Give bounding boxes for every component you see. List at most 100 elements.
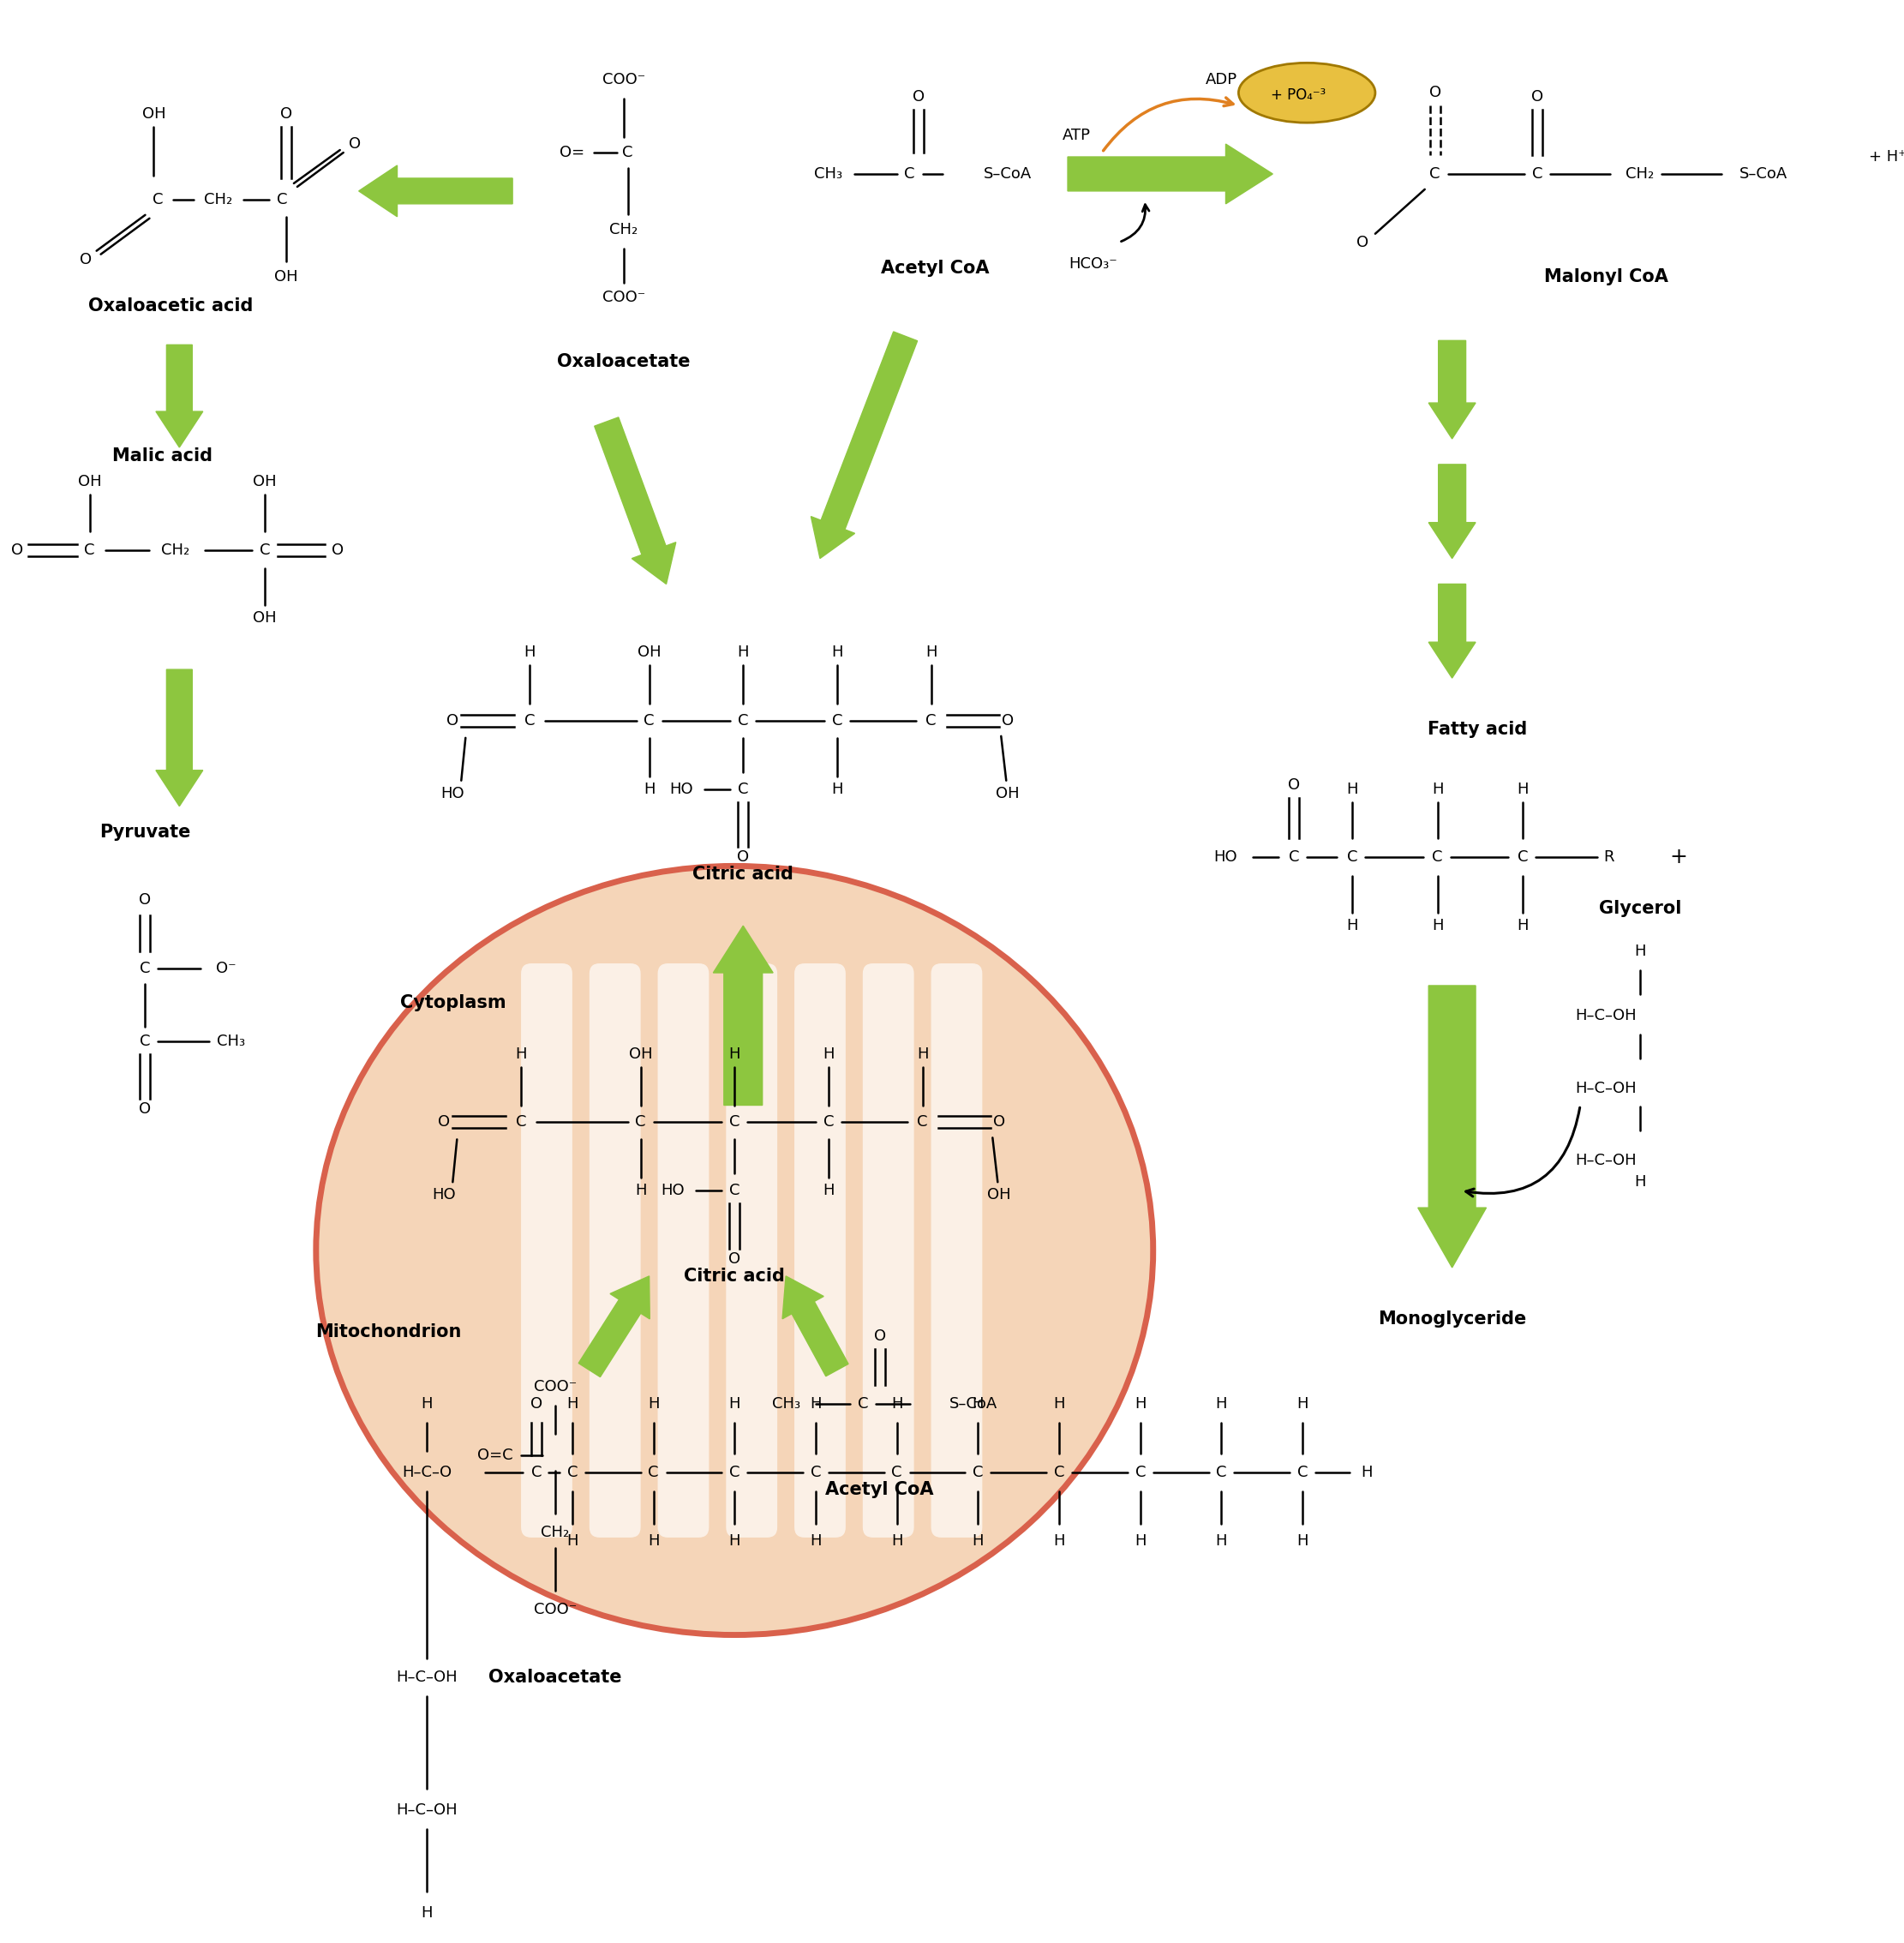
- FancyBboxPatch shape: [794, 964, 845, 1537]
- Text: O: O: [139, 1102, 150, 1117]
- Text: C: C: [531, 1465, 543, 1481]
- Text: C: C: [152, 192, 164, 208]
- Text: C: C: [737, 713, 748, 729]
- Text: O: O: [1002, 713, 1015, 729]
- Text: CH₂: CH₂: [541, 1525, 569, 1541]
- Text: Oxaloacetic acid: Oxaloacetic acid: [88, 297, 253, 315]
- Text: HO: HO: [1215, 849, 1238, 865]
- Text: Oxaloacetate: Oxaloacetate: [489, 1669, 623, 1687]
- Text: COO⁻: COO⁻: [602, 72, 645, 87]
- Text: H: H: [1432, 919, 1443, 933]
- Text: C: C: [567, 1465, 577, 1481]
- Text: C: C: [1517, 849, 1529, 865]
- Text: H: H: [891, 1533, 902, 1549]
- Text: H: H: [823, 1183, 834, 1199]
- Text: Cytoplasm: Cytoplasm: [400, 995, 506, 1010]
- FancyArrow shape: [1428, 340, 1476, 439]
- Text: H: H: [567, 1397, 579, 1413]
- Text: O: O: [11, 542, 23, 558]
- Text: H: H: [1517, 919, 1529, 933]
- Text: O: O: [1531, 89, 1544, 105]
- Text: C: C: [973, 1465, 982, 1481]
- FancyArrow shape: [714, 925, 773, 1106]
- Text: H: H: [524, 645, 535, 661]
- FancyArrow shape: [811, 332, 918, 558]
- Text: H: H: [567, 1533, 579, 1549]
- Text: C: C: [1432, 849, 1443, 865]
- Text: C: C: [832, 713, 842, 729]
- Text: Malic acid: Malic acid: [112, 447, 213, 464]
- Text: C: C: [904, 167, 916, 181]
- Text: C: C: [737, 781, 748, 797]
- Text: C: C: [823, 1115, 834, 1131]
- FancyArrowPatch shape: [1121, 204, 1150, 241]
- Text: H: H: [1517, 781, 1529, 797]
- Text: + PO₄⁻³: + PO₄⁻³: [1270, 87, 1325, 103]
- Text: C: C: [1289, 849, 1299, 865]
- FancyArrowPatch shape: [1466, 1108, 1580, 1197]
- Text: CH₂: CH₂: [1626, 167, 1655, 181]
- Text: H: H: [1053, 1397, 1064, 1413]
- Text: CH₂: CH₂: [204, 192, 232, 208]
- FancyArrow shape: [783, 1277, 849, 1376]
- Text: COO⁻: COO⁻: [602, 290, 645, 305]
- Text: ADP: ADP: [1205, 72, 1238, 87]
- Text: C: C: [644, 713, 655, 729]
- Text: HO: HO: [442, 785, 465, 801]
- Text: H: H: [1346, 919, 1358, 933]
- Text: O: O: [280, 107, 291, 122]
- Text: ATP: ATP: [1062, 128, 1091, 144]
- Text: O: O: [348, 136, 360, 152]
- Text: R: R: [1603, 849, 1615, 865]
- Text: C: C: [729, 1115, 741, 1131]
- FancyArrow shape: [1418, 985, 1487, 1267]
- Text: C: C: [1135, 1465, 1146, 1481]
- Text: Oxaloacetate: Oxaloacetate: [558, 354, 689, 371]
- Text: +: +: [1670, 847, 1687, 869]
- Text: H: H: [1361, 1465, 1373, 1481]
- Text: O: O: [139, 892, 150, 907]
- Text: HCO₃⁻: HCO₃⁻: [1068, 256, 1118, 272]
- Text: Fatty acid: Fatty acid: [1428, 721, 1527, 738]
- Text: H: H: [1297, 1533, 1308, 1549]
- Text: H: H: [1432, 781, 1443, 797]
- Text: H: H: [737, 645, 748, 661]
- Text: H: H: [1053, 1533, 1064, 1549]
- Text: C: C: [1430, 167, 1441, 181]
- Text: H: H: [973, 1397, 984, 1413]
- Text: H: H: [916, 1045, 929, 1061]
- Ellipse shape: [1240, 62, 1375, 122]
- Text: O: O: [729, 1251, 741, 1267]
- Text: CH₃: CH₃: [771, 1397, 800, 1413]
- Text: Glycerol: Glycerol: [1599, 900, 1681, 917]
- FancyBboxPatch shape: [725, 964, 777, 1537]
- Text: C: C: [139, 1034, 150, 1049]
- Text: C: C: [276, 192, 288, 208]
- Text: OH: OH: [996, 785, 1021, 801]
- Text: O: O: [1430, 85, 1441, 101]
- Text: O: O: [1287, 777, 1300, 793]
- Text: O=C: O=C: [478, 1448, 514, 1463]
- Text: OH: OH: [988, 1187, 1011, 1203]
- Text: Monoglyceride: Monoglyceride: [1378, 1310, 1527, 1327]
- Text: H: H: [832, 645, 843, 661]
- FancyArrow shape: [1068, 144, 1272, 204]
- Text: C: C: [857, 1397, 868, 1413]
- Text: C: C: [918, 1115, 927, 1131]
- Text: Citric acid: Citric acid: [693, 867, 794, 884]
- Text: O⁻: O⁻: [217, 960, 236, 975]
- Text: HO: HO: [432, 1187, 457, 1203]
- Text: OH: OH: [253, 610, 276, 626]
- Text: CH₃: CH₃: [815, 167, 843, 181]
- Text: Mitochondrion: Mitochondrion: [316, 1323, 461, 1341]
- Text: H–C–OH: H–C–OH: [396, 1803, 457, 1819]
- Ellipse shape: [316, 867, 1154, 1634]
- Text: C: C: [84, 542, 95, 558]
- Text: H: H: [421, 1904, 432, 1920]
- Text: H: H: [647, 1397, 659, 1413]
- Text: H: H: [973, 1533, 984, 1549]
- Text: S–CoA: S–CoA: [950, 1397, 998, 1413]
- Text: H: H: [421, 1397, 432, 1413]
- FancyArrow shape: [594, 418, 676, 585]
- Text: H–C–O: H–C–O: [402, 1465, 451, 1481]
